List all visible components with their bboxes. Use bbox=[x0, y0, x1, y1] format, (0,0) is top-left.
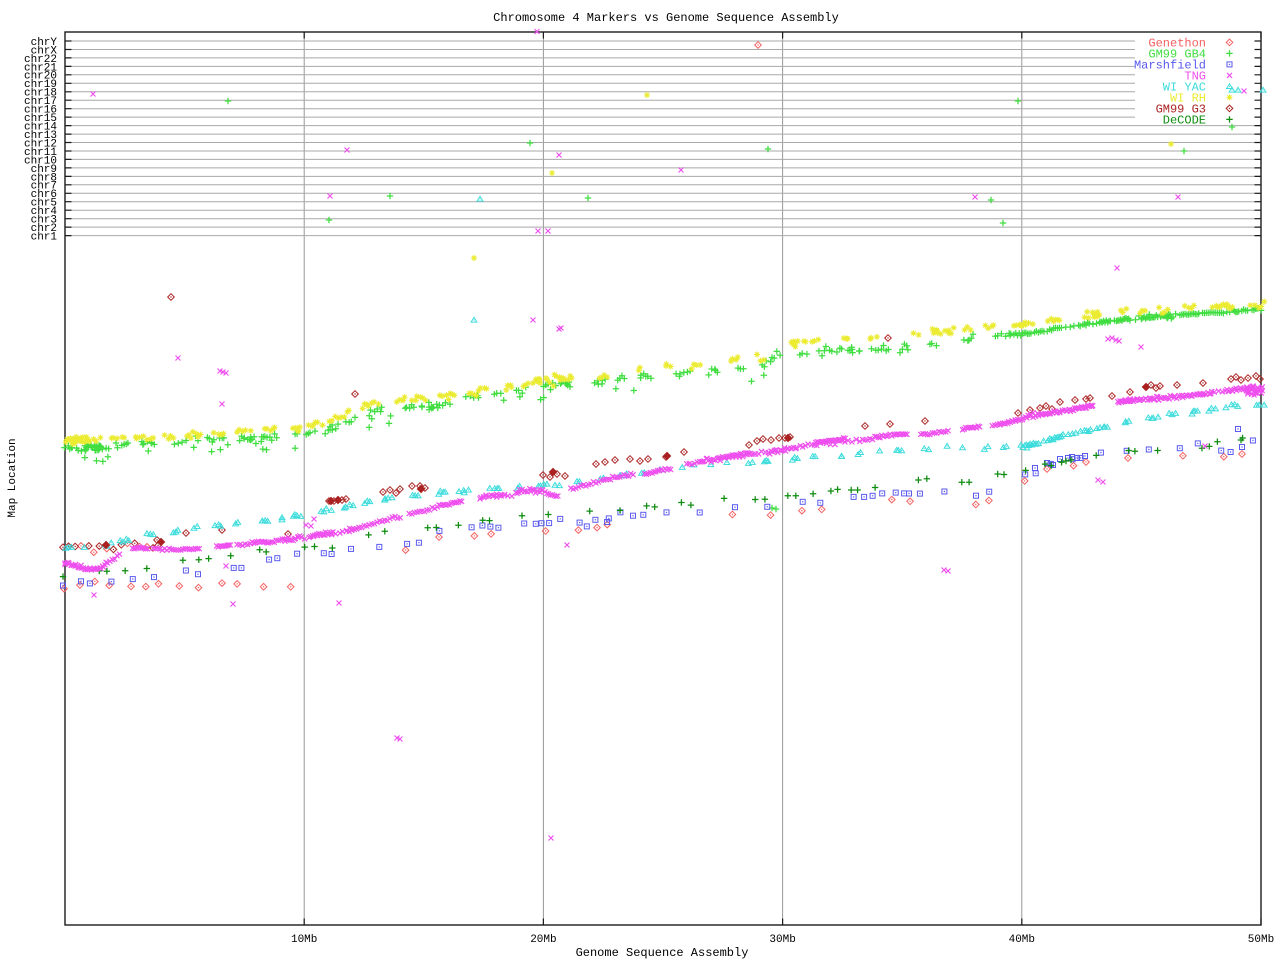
svg-text:chr22: chr22 bbox=[24, 54, 57, 66]
svg-text:10Mb: 10Mb bbox=[291, 934, 317, 946]
svg-text:chrX: chrX bbox=[31, 45, 58, 57]
svg-text:50Mb: 50Mb bbox=[1248, 934, 1274, 946]
svg-text:chr21: chr21 bbox=[24, 62, 57, 74]
svg-text:Genethon: Genethon bbox=[1148, 37, 1206, 51]
svg-text:chr17: chr17 bbox=[24, 96, 57, 108]
svg-text:30Mb: 30Mb bbox=[769, 934, 795, 946]
svg-text:DeCODE: DeCODE bbox=[1163, 114, 1206, 128]
svg-text:chr2: chr2 bbox=[31, 223, 57, 235]
svg-text:Map Location: Map Location bbox=[7, 438, 19, 517]
svg-text:chr5: chr5 bbox=[31, 198, 57, 210]
svg-text:chr8: chr8 bbox=[31, 172, 57, 184]
svg-text:chr15: chr15 bbox=[24, 113, 57, 125]
svg-text:GM99 GB4: GM99 GB4 bbox=[1148, 48, 1206, 62]
svg-text:chr7: chr7 bbox=[31, 181, 57, 193]
svg-text:Chromosome 4 Markers vs Genome: Chromosome 4 Markers vs Genome Sequence … bbox=[493, 11, 839, 25]
svg-text:chr4: chr4 bbox=[31, 206, 58, 218]
svg-text:chr16: chr16 bbox=[24, 105, 57, 117]
svg-text:WI RH: WI RH bbox=[1170, 92, 1206, 106]
svg-text:chrY: chrY bbox=[31, 37, 58, 49]
svg-text:chr12: chr12 bbox=[24, 138, 57, 150]
svg-text:chr18: chr18 bbox=[24, 88, 57, 100]
svg-text:WI YAC: WI YAC bbox=[1163, 81, 1206, 95]
svg-text:chr9: chr9 bbox=[31, 164, 57, 176]
svg-text:Genome Sequence Assembly: Genome Sequence Assembly bbox=[576, 946, 749, 960]
svg-text:chr14: chr14 bbox=[24, 122, 57, 134]
svg-text:TNG: TNG bbox=[1184, 70, 1206, 84]
svg-text:chr11: chr11 bbox=[24, 147, 57, 159]
svg-text:40Mb: 40Mb bbox=[1009, 934, 1035, 946]
svg-text:chr20: chr20 bbox=[24, 71, 57, 83]
svg-text:chr10: chr10 bbox=[24, 155, 57, 167]
svg-text:chr3: chr3 bbox=[31, 215, 57, 227]
svg-text:GM99 G3: GM99 G3 bbox=[1156, 103, 1206, 117]
svg-text:chr13: chr13 bbox=[24, 130, 57, 142]
svg-text:Marshfield: Marshfield bbox=[1134, 59, 1206, 73]
svg-text:chr1: chr1 bbox=[31, 232, 58, 244]
svg-text:20Mb: 20Mb bbox=[530, 934, 556, 946]
svg-text:chr6: chr6 bbox=[31, 189, 57, 201]
svg-text:chr19: chr19 bbox=[24, 79, 57, 91]
